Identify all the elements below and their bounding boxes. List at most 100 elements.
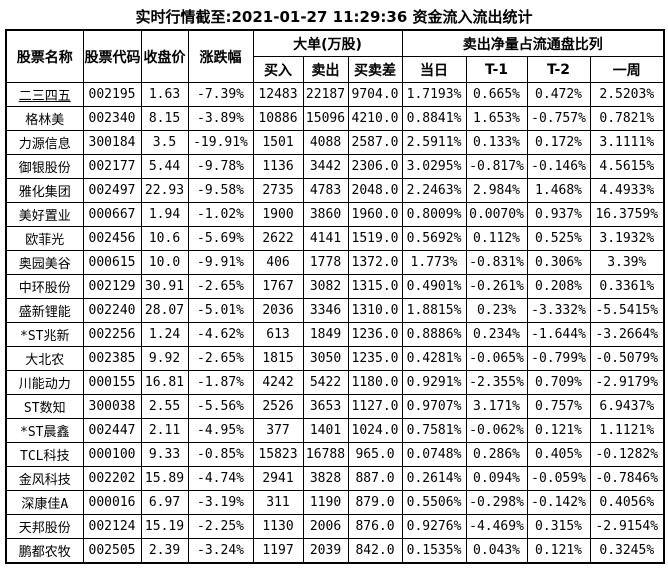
table-row[interactable]: 鹏都农牧 002505 2.39 -3.24% 1197 2039 842.0 0.1535%… [5,538,665,564]
one-week-pct-cell: 0.3361% [589,274,665,299]
today-pct-cell: 0.8009% [401,202,467,227]
t-minus-1-pct-cell: -0.261% [465,274,528,299]
t-minus-1-pct-cell: 3.171% [465,394,528,419]
table-row[interactable]: 雅化集团 002497 22.93 -9.58% 2735 4783 2048.0 2.246… [5,178,665,203]
t-minus-2-pct-cell: 0.121% [526,418,591,443]
table-row[interactable]: 深康佳A 000016 6.97 -3.19% 311 1190 879.0 0.5506% -… [5,490,665,515]
change-pct-cell: -9.91% [187,250,254,275]
header-row-groups: 股票名称 股票代码 收盘价 涨跌幅 大单(万股) 卖出净量占流通盘比列 [5,29,665,83]
stock-name-cell[interactable]: 欧菲光 [5,226,84,251]
close-price-cell: 9.92 [140,346,189,371]
table-row[interactable]: 二三四五 002195 1.63 -7.39% 12483 22187 9704.0 1.71… [5,82,665,107]
t-minus-2-pct-cell: -0.799% [526,346,591,371]
stock-name-cell[interactable]: 雅化集团 [5,178,84,203]
table-row[interactable]: 大北农 002385 9.92 -2.65% 1815 3050 1235.0 0.4281%… [5,346,665,371]
today-pct-cell: 0.8886% [401,322,467,347]
sell-cell: 3442 [302,154,349,179]
stock-name-cell[interactable]: ST数知 [5,394,84,419]
stock-code-cell: 002124 [82,514,142,539]
buy-cell: 2735 [252,178,304,203]
t-minus-2-pct-cell: 0.306% [526,250,591,275]
stock-code-cell: 002340 [82,106,142,131]
stock-name-cell[interactable]: 御银股份 [5,154,84,179]
one-week-pct-cell: -0.1282% [589,442,665,467]
one-week-pct-cell: 0.4056% [589,490,665,515]
table-row[interactable]: 力源信息 300184 3.5 -19.91% 1501 4088 2587.0 2.5911… [5,130,665,155]
stock-name-cell[interactable]: 大北农 [5,346,84,371]
stock-name-cell[interactable]: 美好置业 [5,202,84,227]
table-row[interactable]: TCL科技 000100 9.33 -0.85% 15823 16788 965.0 0.07… [5,442,665,467]
stock-code-cell: 300038 [82,394,142,419]
col-header-buy-sell-diff: 买卖差 [347,56,403,83]
header-row-subcolumns: 买入 卖出 买卖差 当日 T-1 T-2 一周 [6,56,665,83]
t-minus-2-pct-cell: 0.121% [526,538,591,564]
stock-name-cell[interactable]: 金风科技 [5,466,84,491]
stock-name-cell[interactable]: 力源信息 [5,130,84,155]
buy-sell-diff-cell: 965.0 [347,442,403,467]
close-price-cell: 16.81 [140,370,189,395]
one-week-pct-cell: 0.7821% [589,106,665,131]
buy-cell: 15823 [252,442,304,467]
buy-sell-diff-cell: 842.0 [347,538,403,564]
sell-cell: 1401 [302,418,349,443]
buy-cell: 2526 [252,394,304,419]
table-header: 股票名称 股票代码 收盘价 涨跌幅 大单(万股) 卖出净量占流通盘比列 买入 卖… [5,29,665,83]
buy-sell-diff-cell: 1127.0 [347,394,403,419]
table-row[interactable]: 中环股份 002129 30.91 -2.65% 1767 3082 1315.0 0.490… [5,274,665,299]
stock-code-cell: 000615 [82,250,142,275]
table-row[interactable]: 金风科技 002202 15.89 -4.74% 2941 3828 887.0 0.2614… [5,466,665,491]
close-price-cell: 22.93 [140,178,189,203]
buy-cell: 1815 [252,346,304,371]
table-row[interactable]: ST数知 300038 2.55 -5.56% 2526 3653 1127.0 0.9707… [5,394,665,419]
stock-code-cell: 002240 [82,298,142,323]
buy-sell-diff-cell: 1235.0 [347,346,403,371]
close-price-cell: 8.15 [140,106,189,131]
stock-code-cell: 300184 [82,130,142,155]
buy-sell-diff-cell: 9704.0 [347,82,403,107]
stock-name-cell[interactable]: 奥园美谷 [5,250,84,275]
stock-name-cell[interactable]: *ST晨鑫 [5,418,84,443]
stock-name-cell[interactable]: *ST兆新 [5,322,84,347]
sell-cell: 3050 [302,346,349,371]
stock-name-cell[interactable]: 天邦股份 [5,514,84,539]
stock-name-cell[interactable]: 格林美 [5,106,84,131]
col-header-close-price: 收盘价 [140,29,189,83]
stock-name-cell[interactable]: 中环股份 [5,274,84,299]
stock-name-cell[interactable]: 盛新锂能 [5,298,84,323]
table-row[interactable]: *ST晨鑫 002447 2.11 -4.95% 377 1401 1024.0 0.7581… [5,418,665,443]
sell-cell: 5422 [302,370,349,395]
t-minus-2-pct-cell: 0.315% [526,514,591,539]
stock-name-cell[interactable]: 二三四五 [5,82,84,107]
table-row[interactable]: 盛新锂能 002240 28.07 -5.01% 2036 3346 1310.0 1.881… [5,298,665,323]
t-minus-2-pct-cell: 0.405% [526,442,591,467]
stock-name-cell[interactable]: 深康佳A [5,490,84,515]
table-body: 二三四五 002195 1.63 -7.39% 12483 22187 9704.0 1.71… [5,82,665,564]
stock-name-cell[interactable]: TCL科技 [5,442,84,467]
buy-cell: 12483 [252,82,304,107]
one-week-pct-cell: -0.7846% [589,466,665,491]
table-row[interactable]: 美好置业 000667 1.94 -1.02% 1900 3860 1960.0 0.8009… [5,202,665,227]
table-row[interactable]: 御银股份 002177 5.44 -9.78% 1136 3442 2306.0 3.0295… [5,154,665,179]
col-header-one-week: 一周 [589,56,665,83]
col-header-today: 当日 [401,56,467,83]
stock-code-cell: 002497 [82,178,142,203]
t-minus-1-pct-cell: 0.665% [465,82,528,107]
col-header-stock-name: 股票名称 [5,29,84,83]
table-row[interactable]: 欧菲光 002456 10.6 -5.69% 2622 4141 1519.0 0.5692%… [5,226,665,251]
change-pct-cell: -1.87% [187,370,254,395]
stock-name-cell[interactable]: 鹏都农牧 [5,538,84,564]
table-row[interactable]: 奥园美谷 000615 10.0 -9.91% 406 1778 1372.0 1.773% -… [5,250,665,275]
today-pct-cell: 0.1535% [401,538,467,564]
buy-sell-diff-cell: 4210.0 [347,106,403,131]
stock-code-cell: 000667 [82,202,142,227]
table-row[interactable]: *ST兆新 002256 1.24 -4.62% 613 1849 1236.0 0.8886… [5,322,665,347]
close-price-cell: 2.11 [140,418,189,443]
stock-name-cell[interactable]: 川能动力 [5,370,84,395]
table-row[interactable]: 川能动力 000155 16.81 -1.87% 4242 5422 1180.0 0.929… [5,370,665,395]
table-row[interactable]: 天邦股份 002124 15.19 -2.25% 1130 2006 876.0 0.9276… [5,514,665,539]
stock-code-cell: 002195 [82,82,142,107]
buy-cell: 311 [252,490,304,515]
buy-sell-diff-cell: 1519.0 [347,226,403,251]
change-pct-cell: -2.65% [187,274,254,299]
table-row[interactable]: 格林美 002340 8.15 -3.89% 10886 15096 4210.0 0.884… [5,106,665,131]
